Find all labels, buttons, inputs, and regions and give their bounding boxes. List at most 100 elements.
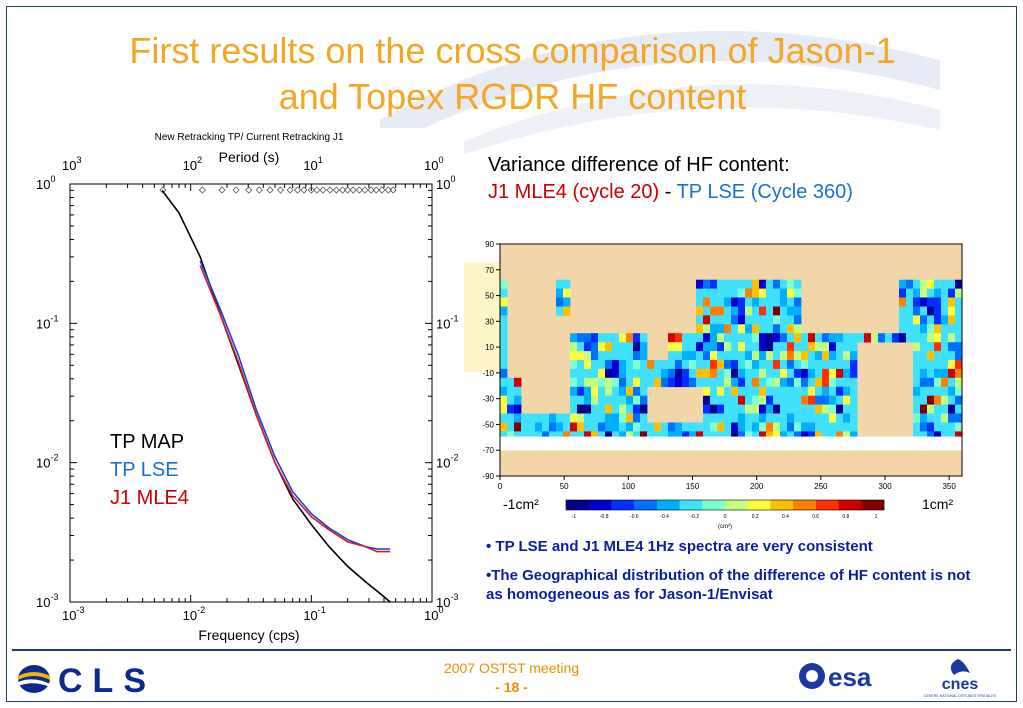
map-cell	[836, 333, 844, 343]
colorbar-frame	[565, 499, 885, 511]
map-cell	[934, 431, 942, 441]
map-cell	[717, 413, 725, 423]
map-cell	[780, 377, 788, 388]
map-cell	[794, 368, 802, 379]
map-cell	[766, 377, 774, 388]
map-cell	[724, 368, 732, 379]
map-cell	[913, 279, 921, 289]
map-cell	[598, 431, 606, 441]
map-cell	[549, 422, 557, 432]
map-cell	[913, 324, 921, 334]
map-cell	[745, 297, 753, 307]
map-cell	[787, 306, 795, 316]
map-cell	[731, 351, 739, 361]
map-cell	[836, 422, 844, 432]
map-cell	[710, 279, 718, 289]
map-cell	[759, 368, 767, 379]
map-cell	[668, 368, 676, 379]
map-cell	[941, 386, 949, 397]
map-cell	[773, 342, 781, 352]
map-cell	[696, 279, 704, 289]
map-cell	[766, 279, 774, 289]
map-cell	[577, 422, 585, 432]
map-cell	[955, 288, 963, 298]
map-cell	[717, 422, 725, 432]
map-cell	[745, 351, 753, 361]
period-marker	[232, 186, 240, 194]
map-cell	[808, 333, 816, 343]
colorbar-unit: (cm²)	[718, 524, 732, 530]
map-cell	[514, 395, 522, 405]
map-cell	[766, 351, 774, 361]
map-cell	[612, 395, 620, 405]
map-cell	[787, 351, 795, 361]
map-cell	[668, 351, 676, 361]
map-cell	[927, 377, 935, 388]
period-marker	[332, 186, 340, 194]
map-cell	[605, 368, 613, 379]
map-cell	[500, 386, 508, 397]
map-cell	[661, 422, 669, 432]
map-cell	[612, 342, 620, 352]
map-cell	[654, 431, 662, 441]
map-cell	[766, 288, 774, 298]
map-cell	[759, 422, 767, 432]
map-cell	[927, 395, 935, 405]
map-cell	[773, 386, 781, 397]
map-cell	[787, 395, 795, 405]
colorbar-tick-label: -0.2	[690, 514, 699, 520]
map-cell	[696, 351, 704, 361]
map-cell	[556, 306, 564, 316]
bullet-1: • TP LSE and J1 MLE4 1Hz spectra are ver…	[486, 538, 873, 555]
map-cell	[780, 288, 788, 298]
map-cell	[612, 431, 620, 441]
map-cell	[801, 377, 809, 388]
map-cell	[745, 324, 753, 334]
map-cell	[717, 279, 725, 289]
period-marker	[319, 186, 327, 194]
map-cell	[927, 360, 935, 370]
map-cell	[535, 413, 543, 423]
map-cell	[689, 377, 697, 388]
map-cell	[794, 333, 802, 343]
map-cell	[731, 404, 739, 414]
map-cell	[612, 360, 620, 370]
map-cell	[724, 342, 732, 352]
map-cell	[759, 333, 767, 343]
map-cell	[787, 386, 795, 397]
map-cell	[696, 422, 704, 432]
map-cell	[605, 404, 613, 414]
map-cell	[577, 377, 585, 388]
map-cell	[927, 422, 935, 432]
legend-tp-map: TP MAP	[110, 431, 185, 453]
map-cell	[507, 386, 515, 397]
map-cell	[752, 297, 760, 307]
map-cell	[934, 342, 942, 352]
map-cell	[710, 431, 718, 441]
map-cell	[570, 360, 578, 370]
map-cell	[843, 333, 851, 343]
map-cell	[913, 413, 921, 423]
map-cell	[829, 377, 837, 388]
map-cell	[577, 342, 585, 352]
map-cell	[577, 413, 585, 423]
map-cell	[731, 297, 739, 307]
map-cell	[948, 377, 956, 388]
map-cell	[766, 413, 774, 423]
bottom-axis-label: Frequency (cps)	[198, 627, 299, 643]
map-cell	[745, 386, 753, 397]
map-cell	[745, 422, 753, 432]
map-cell	[633, 422, 641, 432]
map-cell	[500, 288, 508, 298]
map-cell	[913, 333, 921, 343]
colorbar-max-label: 1cm²	[922, 496, 954, 512]
map-cell	[689, 360, 697, 370]
map-cell	[920, 297, 928, 307]
map-cell	[682, 422, 690, 432]
map-cell	[500, 422, 508, 432]
map-cell	[927, 351, 935, 361]
colorbar-segment	[566, 500, 589, 510]
period-marker	[344, 186, 352, 194]
map-cell	[612, 413, 620, 423]
